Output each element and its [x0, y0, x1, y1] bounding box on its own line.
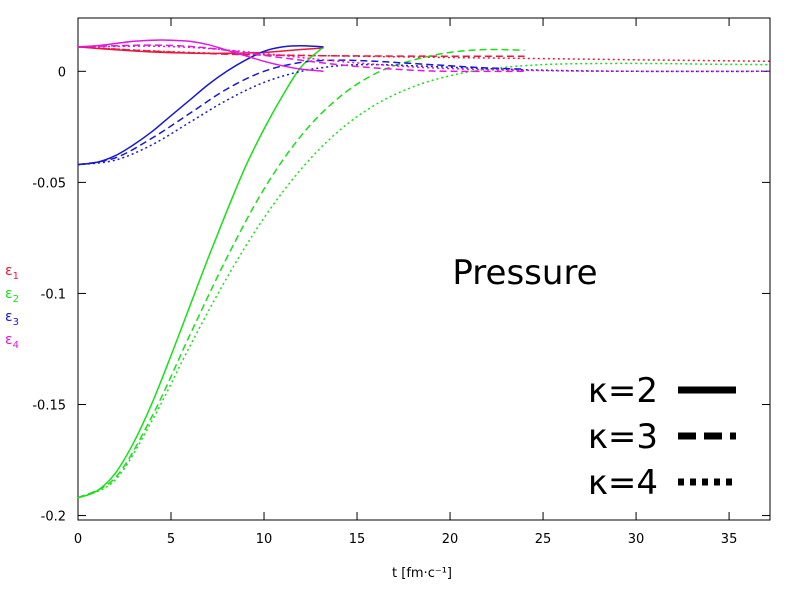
series-layer [77, 39, 771, 499]
x-tick-label: 0 [74, 532, 82, 547]
series-line-eps4-kappa4 [77, 45, 771, 73]
legend-label: κ=4 [588, 463, 658, 503]
y-axis-label-entries: ε1 ε2 ε3 ε4 [5, 263, 19, 351]
legend-label: κ=2 [588, 371, 658, 411]
y-label-entry: ε1 [5, 263, 19, 282]
series-line-eps3-kappa2 [77, 45, 324, 166]
series-line-eps4-kappa2 [77, 39, 324, 73]
series-line-eps2-kappa4 [77, 62, 771, 499]
series-line-eps1-kappa3 [77, 46, 525, 57]
series-line-eps4-kappa3 [77, 44, 525, 73]
series-line-eps1-kappa4 [77, 46, 771, 63]
y-tick-label: -0.15 [32, 398, 66, 413]
y-tick-label: -0.2 [41, 510, 66, 525]
y-label-entry: ε2 [5, 286, 19, 305]
legend: κ=2 κ=3 κ=4 [588, 371, 736, 503]
series-line-eps3-kappa4 [77, 63, 771, 166]
series-line-eps2-kappa3 [77, 48, 525, 499]
series-line-eps2-kappa2 [77, 46, 324, 499]
x-tick-label: 20 [442, 532, 459, 547]
x-tick-label: 35 [721, 532, 738, 547]
x-tick-label: 5 [167, 532, 175, 547]
x-axis-label: t [fm·c⁻¹] [392, 566, 452, 581]
chart-title: Pressure [452, 253, 597, 293]
plot-frame [77, 17, 771, 521]
y-label-entry: ε3 [5, 309, 19, 328]
y-label-entry: ε4 [5, 332, 19, 351]
y-tick-label: -0.1 [41, 287, 66, 302]
x-tick-label: 15 [349, 532, 366, 547]
series-line-eps3-kappa3 [77, 59, 525, 166]
y-tick-label: -0.05 [32, 176, 66, 191]
legend-label: κ=3 [588, 417, 658, 457]
x-tick-label: 10 [256, 532, 273, 547]
y-tick-label: 0 [58, 65, 66, 80]
x-tick-label: 25 [535, 532, 552, 547]
axis-ticks: 0 5 10 15 20 25 30 35 0 -0.05 -0.1 -0.15 -0.2 [32, 18, 770, 547]
x-tick-label: 30 [628, 532, 645, 547]
